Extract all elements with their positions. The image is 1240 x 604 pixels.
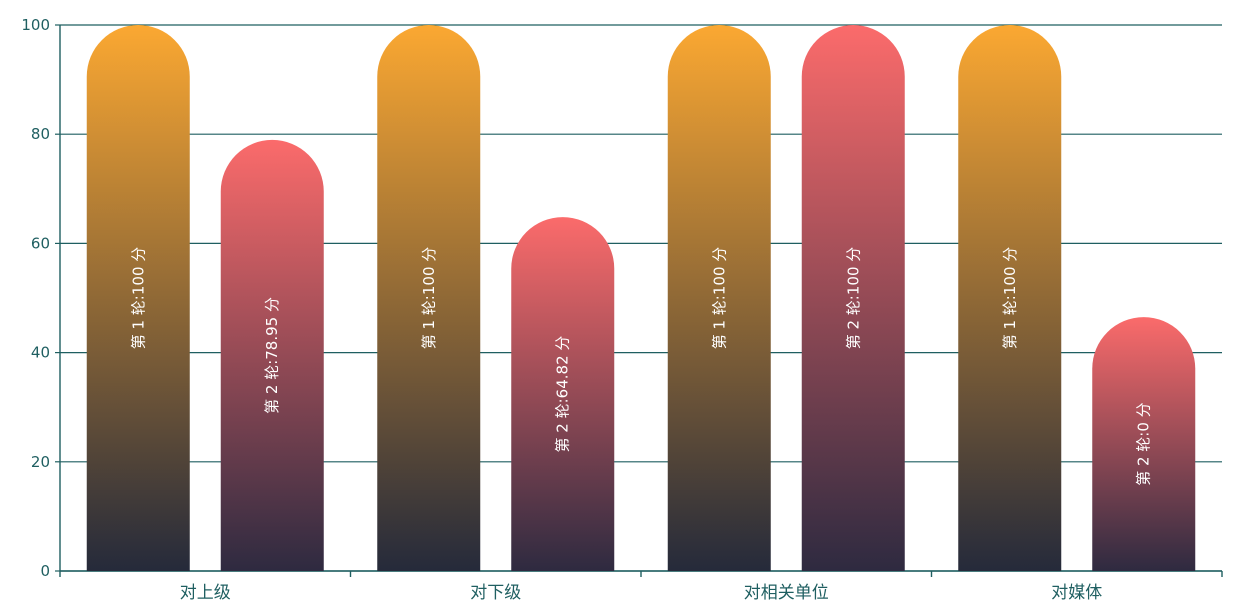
x-category-label: 对媒体 bbox=[1051, 583, 1102, 603]
bar-series-2-2 bbox=[511, 217, 615, 571]
bar-value-label: 第 1 轮:100 分 bbox=[710, 247, 728, 350]
bar-series-1-1 bbox=[86, 25, 190, 572]
bar-value-label: 第 1 轮:100 分 bbox=[1001, 247, 1019, 350]
y-tick-label: 100 bbox=[21, 16, 50, 34]
bar-value-label: 第 2 轮:0 分 bbox=[1135, 402, 1153, 485]
x-category-label: 对下级 bbox=[470, 583, 521, 603]
bar-value-label: 第 1 轮:100 分 bbox=[129, 247, 147, 350]
x-category-label: 对相关单位 bbox=[744, 583, 829, 603]
y-tick-label: 20 bbox=[31, 453, 50, 471]
bar-series-1-3 bbox=[667, 25, 771, 572]
x-category-label: 对上级 bbox=[180, 583, 231, 603]
bar-value-label: 第 2 轮:78.95 分 bbox=[263, 297, 281, 414]
y-tick-label: 60 bbox=[31, 234, 50, 252]
bar-value-label: 第 2 轮:64.82 分 bbox=[554, 336, 572, 453]
bar-series-2-3 bbox=[801, 25, 905, 572]
y-tick-label: 0 bbox=[40, 562, 50, 580]
bar-series-2-1 bbox=[220, 139, 324, 572]
y-tick-label: 40 bbox=[31, 344, 50, 362]
bar-value-label: 第 1 轮:100 分 bbox=[420, 247, 438, 350]
bar-series-1-2 bbox=[377, 25, 481, 572]
bar-series-1-4 bbox=[958, 25, 1062, 572]
bar-series-2-4 bbox=[1092, 317, 1196, 571]
bars bbox=[86, 25, 1196, 572]
bar-labels: 第 1 轮:100 分 第 1 轮:100 分 第 1 轮:100 分 第 1 轮:1… bbox=[129, 247, 1153, 486]
y-tick-label: 80 bbox=[31, 125, 50, 143]
bar-value-label: 第 2 轮:100 分 bbox=[844, 247, 862, 350]
